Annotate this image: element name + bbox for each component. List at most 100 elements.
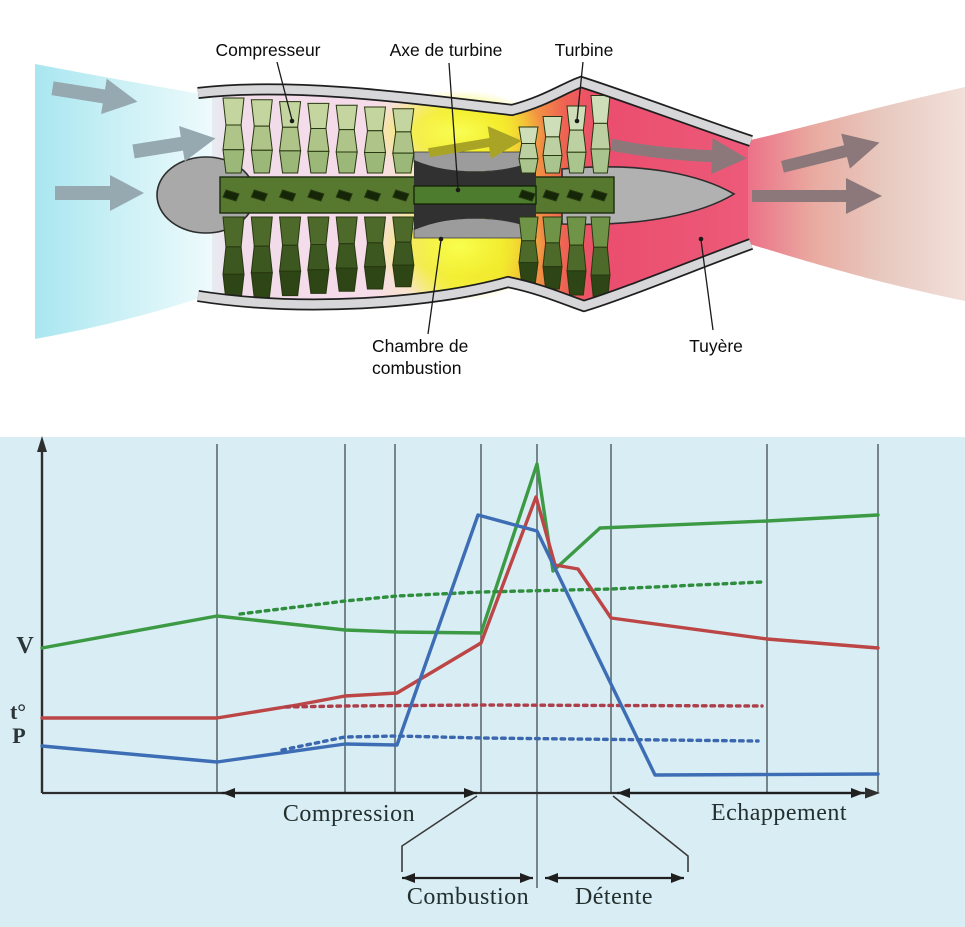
phase-arrowhead-right-combustion xyxy=(520,873,533,883)
axis-label-P: P xyxy=(12,723,25,748)
turbine-blade xyxy=(542,136,563,156)
axis-label-V: V xyxy=(16,633,34,659)
compressor-blade xyxy=(279,244,302,272)
compressor-blade xyxy=(392,216,415,243)
compressor-blade xyxy=(279,126,302,152)
compressor-blade xyxy=(307,127,330,152)
phase-label-echappement: Echappement xyxy=(711,800,847,826)
label-chambre-line2: combustion xyxy=(372,358,462,378)
turbine-blade xyxy=(518,240,539,264)
compressor-blade xyxy=(250,245,273,274)
phase-arrowhead-right-detente xyxy=(671,873,684,883)
compressor-blade xyxy=(392,152,415,174)
turbine-blade xyxy=(566,151,587,174)
phase-arrowhead-left-combustion xyxy=(402,873,415,883)
phase-connector xyxy=(612,795,689,872)
drum-notch xyxy=(222,189,240,202)
compressor-blade xyxy=(222,216,245,248)
combustion-flow-arrow xyxy=(428,126,522,159)
turbine-blade xyxy=(518,126,539,145)
phase-connector xyxy=(401,795,478,872)
compressor-blade xyxy=(307,150,330,174)
compressor-blade xyxy=(363,242,387,268)
compressor-blade xyxy=(363,266,387,290)
compressor-blade xyxy=(392,131,415,154)
label-axe-de-turbine: Axe de turbine xyxy=(390,40,503,60)
compressor-blade xyxy=(335,267,358,292)
compressor-blade xyxy=(250,272,273,299)
compressor-blade xyxy=(307,102,330,129)
compressor-blade xyxy=(392,108,415,133)
exhaust-arrow-upper xyxy=(781,133,880,173)
series-v-dotted xyxy=(238,580,764,616)
turbine-blade xyxy=(566,105,587,131)
turbojet-engine-diagram: Compresseur Axe de turbine Turbine Chamb… xyxy=(35,40,965,378)
drum-notch xyxy=(590,189,608,202)
compressor-blade xyxy=(392,264,415,288)
phase-arrowhead-right-compression xyxy=(464,788,477,798)
phase-arrowhead-right-echappement xyxy=(851,788,864,798)
phase-label-compression: Compression xyxy=(283,801,415,827)
compressor-blade xyxy=(335,243,358,269)
compressor-blade xyxy=(222,149,245,174)
turbine-blade xyxy=(542,116,563,138)
series-t-solid xyxy=(40,495,880,720)
series-v-solid xyxy=(40,462,880,650)
compressor-blade xyxy=(307,244,330,271)
label-chambre-line1: Chambre de xyxy=(372,336,468,356)
phase-arrowhead-left-echappement xyxy=(617,788,630,798)
phase-label-combustion: Combustion xyxy=(407,884,529,910)
drum-notch xyxy=(307,189,325,202)
turbine-shaft xyxy=(413,185,537,205)
drum-notch xyxy=(335,189,353,202)
chart-background xyxy=(0,437,965,927)
y-axis-arrowhead xyxy=(37,436,47,452)
turbine-blade xyxy=(542,266,563,290)
compressor-blade xyxy=(335,129,358,153)
drum-notch xyxy=(278,189,297,202)
compressor-blade xyxy=(222,97,245,126)
turbine-blade xyxy=(566,244,587,272)
compressor-blade xyxy=(363,130,387,154)
compressor-blade xyxy=(279,150,302,174)
exhaust-arrow-lower xyxy=(752,178,882,214)
turbine-blade xyxy=(542,216,563,244)
phase-arrowhead-left-detente xyxy=(545,873,558,883)
phase-chart: Vt°P Compression Echappement Combustion Déte… xyxy=(0,436,965,927)
intake-flow-arrows xyxy=(51,78,216,211)
compressor-blade xyxy=(279,216,302,246)
compressor-blade xyxy=(279,270,302,297)
x-axis-arrowhead xyxy=(865,787,880,799)
drum-notch xyxy=(363,189,382,202)
drum-notch xyxy=(392,189,410,202)
axis-label-t: t° xyxy=(10,699,26,724)
drum-notch xyxy=(250,189,268,202)
label-compresseur: Compresseur xyxy=(215,40,320,60)
series-p-dotted xyxy=(280,734,760,752)
label-turbine: Turbine xyxy=(555,40,614,60)
turbine-blade xyxy=(590,246,611,276)
compressor-blade xyxy=(250,125,273,151)
drum-notch xyxy=(518,189,536,202)
exhaust-arrow-nozzle xyxy=(611,138,747,175)
turbine-blade xyxy=(590,95,611,124)
turbine-blade xyxy=(542,154,563,174)
turbine-blade xyxy=(566,216,587,246)
turbine-blade xyxy=(518,216,539,242)
compressor-blade xyxy=(250,99,273,127)
compressor-blade xyxy=(250,216,273,247)
turbine-blade xyxy=(518,143,539,160)
compressor-blade xyxy=(363,216,387,244)
compressor-blade xyxy=(363,106,387,132)
drum-notch xyxy=(566,189,584,202)
turbine-blade xyxy=(590,148,611,174)
turbine-blade xyxy=(590,122,611,150)
series-p-solid xyxy=(40,513,880,777)
engine-casing xyxy=(197,75,754,313)
compressor-blade xyxy=(222,124,245,151)
compressor-blade xyxy=(307,269,330,294)
phase-label-detente: Détente xyxy=(575,884,653,910)
turbine-blade xyxy=(518,158,539,174)
